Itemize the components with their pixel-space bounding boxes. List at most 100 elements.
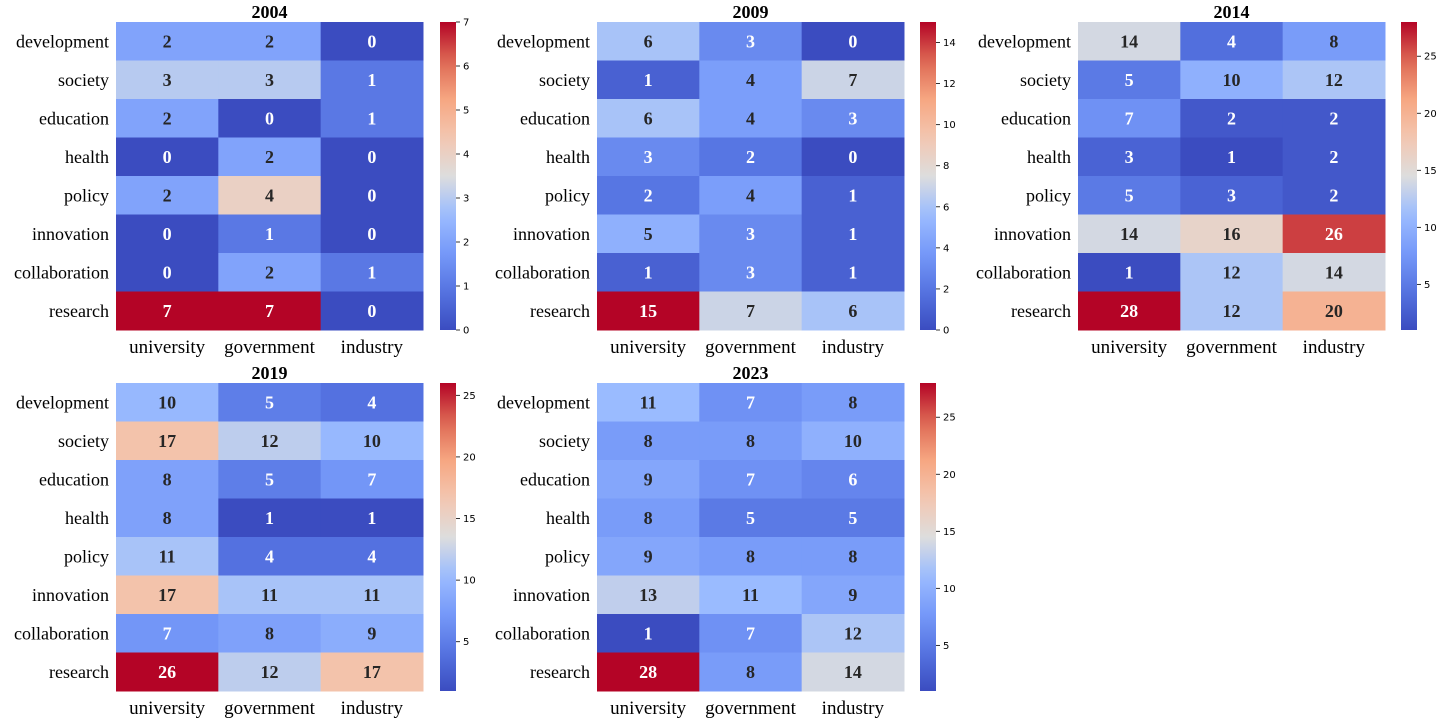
heatmap-cell	[1180, 253, 1284, 292]
heatmap-cell	[801, 537, 905, 576]
heatmap-cell	[320, 383, 424, 422]
heatmap-cell	[1282, 253, 1386, 292]
cell-value-label: 7	[163, 623, 172, 643]
cell-value-label: 2	[1329, 185, 1338, 205]
colorbar-tick-label: 15	[463, 514, 476, 525]
heatmap-cell	[699, 537, 803, 576]
row-tick-label: innovation	[994, 224, 1071, 244]
cell-value-label: 4	[746, 70, 755, 90]
heatmap-cell	[597, 614, 700, 653]
cell-value-label: 7	[746, 469, 755, 489]
colorbar-tick-label: 10	[943, 120, 956, 131]
heatmap-cell	[597, 498, 700, 538]
heatmap-cell	[597, 99, 700, 138]
colorbar-tick-label: 14	[943, 38, 956, 49]
heatmap-cell	[1180, 22, 1284, 61]
cell-value-label: 2	[265, 147, 274, 167]
cell-value-label: 1	[644, 262, 653, 282]
heatmap-cell	[597, 176, 700, 215]
cell-value-label: 9	[367, 623, 376, 643]
column-tick-label: government	[224, 337, 315, 358]
cell-value-label: 16	[1222, 224, 1240, 244]
cell-value-label: 5	[746, 508, 755, 528]
heatmap-cell	[699, 460, 803, 499]
colorbar-tick-label: 15	[1424, 166, 1437, 177]
row-tick-label: collaboration	[495, 262, 590, 282]
cell-value-label: 1	[367, 508, 376, 528]
heatmap-cell	[320, 99, 424, 138]
row-tick-label: education	[520, 469, 590, 489]
cell-value-label: 12	[260, 431, 278, 451]
heatmap-cell	[801, 22, 905, 61]
panel-title: 2009	[732, 2, 768, 22]
cell-value-label: 13	[639, 585, 657, 605]
heatmap-cell	[1282, 99, 1386, 138]
heatmap-cell	[218, 291, 322, 331]
cell-value-label: 8	[746, 431, 755, 451]
heatmap-cell	[1180, 60, 1284, 100]
heatmap-cell	[1078, 214, 1181, 254]
heatmap-panel-2023: 2023 11 7 8 8 8 10 9 7 6 8 5 5 9 8 8 13 11 9 1 7 12 28 8 14 devel…	[495, 363, 956, 719]
row-tick-label: policy	[64, 185, 109, 205]
heatmap-cell	[597, 652, 700, 692]
cell-value-label: 7	[163, 301, 172, 321]
row-tick-label: policy	[64, 546, 109, 566]
colorbar-tick-label: 1	[463, 282, 469, 293]
heatmap-cell	[218, 614, 322, 653]
heatmap-cell	[116, 537, 219, 576]
heatmap-cell	[699, 652, 803, 692]
colorbar	[920, 22, 936, 330]
cell-value-label: 17	[158, 431, 176, 451]
heatmap-cell	[597, 22, 700, 61]
heatmap-cell	[320, 176, 424, 215]
heatmap-cell	[1180, 137, 1284, 177]
column-tick-label: university	[610, 337, 686, 358]
heatmap-cell	[218, 137, 322, 177]
colorbar-tick-label: 2	[943, 284, 949, 295]
cell-value-label: 1	[848, 185, 857, 205]
row-tick-label: education	[520, 108, 590, 128]
row-tick-label: policy	[1026, 185, 1071, 205]
heatmap-cell	[1078, 253, 1181, 292]
colorbar-tick-label: 25	[1424, 52, 1437, 63]
cell-value-label: 17	[363, 662, 381, 682]
cell-value-label: 1	[367, 70, 376, 90]
column-tick-label: industry	[341, 337, 404, 358]
cell-value-label: 8	[848, 392, 857, 412]
heatmap-cell	[116, 214, 219, 254]
column-tick-label: industry	[822, 337, 885, 358]
heatmap-cell	[320, 137, 424, 177]
row-tick-label: health	[65, 147, 109, 167]
heatmap-cell	[218, 652, 322, 692]
column-tick-label: industry	[341, 698, 404, 719]
cell-value-label: 9	[644, 469, 653, 489]
cell-value-label: 1	[644, 623, 653, 643]
cell-value-label: 4	[265, 546, 274, 566]
cell-value-label: 3	[644, 147, 653, 167]
heatmap-cell	[1180, 99, 1284, 138]
column-tick-label: government	[705, 698, 796, 719]
heatmap-cell	[218, 498, 322, 538]
heatmap-cell	[801, 291, 905, 331]
row-tick-label: development	[497, 392, 590, 412]
row-tick-label: health	[546, 147, 590, 167]
cell-value-label: 10	[1222, 70, 1240, 90]
row-tick-label: society	[58, 70, 109, 90]
heatmap-cell	[1282, 22, 1386, 61]
colorbar-tick-label: 10	[463, 576, 476, 587]
heatmap-cell	[116, 99, 219, 138]
heatmap-cell	[597, 60, 700, 100]
heatmap-cell	[116, 383, 219, 422]
cell-value-label: 1	[367, 108, 376, 128]
colorbar-tick-label: 2	[463, 238, 469, 249]
heatmap-cell	[218, 537, 322, 576]
cell-value-label: 2	[644, 185, 653, 205]
row-tick-label: research	[530, 662, 590, 682]
cell-value-label: 1	[848, 224, 857, 244]
heatmap-cell	[1180, 214, 1284, 254]
colorbar-tick-label: 25	[943, 413, 956, 424]
colorbar-tick-label: 5	[1424, 280, 1430, 291]
row-tick-label: development	[16, 31, 109, 51]
row-tick-label: collaboration	[14, 262, 109, 282]
